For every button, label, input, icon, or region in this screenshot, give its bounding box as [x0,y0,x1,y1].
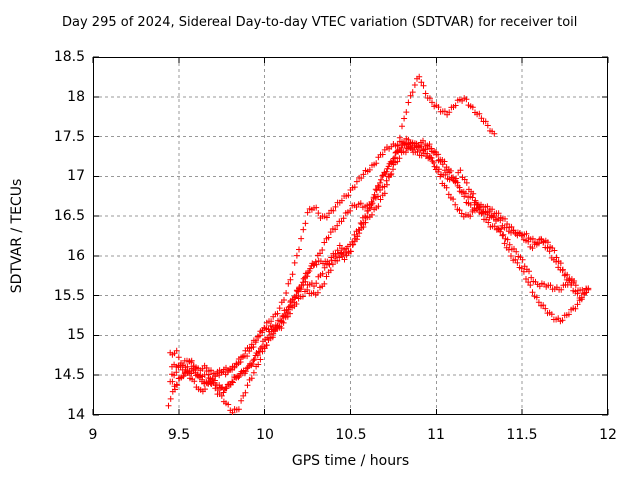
y-tick-label: 14.5 [53,367,85,383]
x-tick-label: 12 [599,427,617,443]
tick-marks [92,56,609,416]
y-tick-label: 15.5 [53,288,85,304]
y-tick-label: 17.5 [53,129,85,145]
y-tick-label: 18.5 [53,49,85,65]
x-tick-label: 11 [427,427,445,443]
x-axis-label: GPS time / hours [291,453,410,469]
y-tick-label: 14 [67,407,85,423]
y-tick-label: 15 [67,327,85,343]
y-tick-label: 16.5 [53,208,85,224]
x-tick-label: 9 [88,427,98,443]
series-2-markers [167,135,590,380]
x-tick-label: 10.5 [335,427,367,443]
series-1-markers [167,73,498,415]
data-series-markers [165,73,592,415]
y-tick-label: 16 [67,248,85,264]
y-tick-label: 17 [67,168,85,184]
x-tick-label: 9.5 [167,427,191,443]
series-5-markers [169,137,592,396]
chart-title: Day 295 of 2024, Sidereal Day-to-day VTE… [62,15,578,30]
y-tick-label: 18 [67,89,85,105]
x-tick-label: 11.5 [506,427,538,443]
gridlines [93,57,608,415]
x-tick-label: 10 [256,427,274,443]
